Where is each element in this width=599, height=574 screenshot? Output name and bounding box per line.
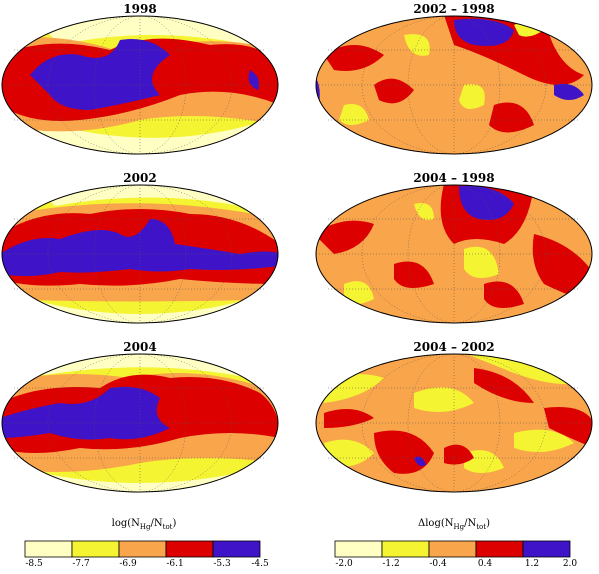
map-2004-2002 xyxy=(315,353,593,493)
colorbar-swatch-3 xyxy=(118,540,167,558)
colorbar-label-sub: tot xyxy=(162,523,173,531)
panel-title-2004: 2004 xyxy=(123,340,157,354)
panel-title-2002: 2002 xyxy=(123,171,157,185)
surface-maps xyxy=(1,15,593,493)
colorbar-label-mid: /N xyxy=(464,518,477,529)
panel-title-1998: 1998 xyxy=(123,2,157,16)
panel-title-2004-1998: 2004 – 1998 xyxy=(413,171,495,185)
colorbar-tick: -4.5 xyxy=(251,559,269,569)
colorbar-label-end: ) xyxy=(486,518,490,529)
colorbar-tick: -1.2 xyxy=(382,559,400,569)
colorbar-label-text: log(N xyxy=(111,518,140,529)
panel-title-2002-1998: 2002 – 1998 xyxy=(413,2,495,16)
colorbar-swatch-3 xyxy=(428,540,477,558)
colorbar-label-right: Δlog(NHg/Ntot) xyxy=(334,518,574,531)
colorbar-swatch-2 xyxy=(381,540,430,558)
colorbar-swatch-1 xyxy=(334,540,383,558)
colorbar-tick: 1.2 xyxy=(524,559,540,569)
colorbar-label-mid: /N xyxy=(150,518,163,529)
colorbar-label-end: ) xyxy=(172,518,177,529)
colorbar-tick: -6.9 xyxy=(119,559,137,569)
colorbar-left xyxy=(24,540,261,558)
map-2004-1998 xyxy=(315,184,593,324)
colorbar-swatch-4 xyxy=(475,540,524,558)
map-2002 xyxy=(1,184,279,324)
colorbar-label-sub: Hg xyxy=(453,523,465,531)
colorbar-swatch-5 xyxy=(522,540,571,558)
colorbar-swatch-4 xyxy=(165,540,214,558)
colorbar-swatch-1 xyxy=(24,540,73,558)
map-1998 xyxy=(1,15,279,155)
colorbar-tick: -7.7 xyxy=(72,559,90,569)
colorbar-label-left: log(NHg/Ntot) xyxy=(24,518,264,531)
colorbar-swatch-2 xyxy=(71,540,120,558)
colorbar-label-text: Δlog(N xyxy=(418,518,454,529)
colorbar-tick: 2.0 xyxy=(562,559,578,569)
panel-title-2004-2002: 2004 – 2002 xyxy=(413,340,495,354)
colorbar-tick: -5.3 xyxy=(213,559,231,569)
colorbar-tick: -0.4 xyxy=(429,559,447,569)
colorbar-tick: -2.0 xyxy=(335,559,353,569)
colorbar-swatch-5 xyxy=(212,540,261,558)
colorbar-tick: -8.5 xyxy=(25,559,43,569)
colorbar-tick: -6.1 xyxy=(166,559,184,569)
colorbar-right xyxy=(334,540,571,558)
map-2002-1998 xyxy=(315,15,593,155)
colorbar-label-sub: tot xyxy=(476,523,487,531)
map-2004 xyxy=(1,353,279,493)
colorbar-label-sub: Hg xyxy=(139,523,151,531)
colorbar-tick: 0.4 xyxy=(477,559,493,569)
